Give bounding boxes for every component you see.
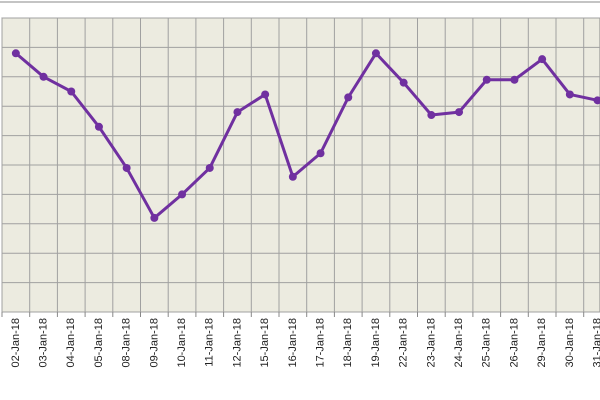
point [510,75,519,84]
x-tick-label: 10-Jan-18 [176,318,188,368]
point [482,75,491,84]
point [11,49,20,58]
x-tick-label: 24-Jan-18 [453,318,465,368]
x-tick-label: 02-Jan-18 [10,318,22,368]
point [178,190,187,199]
point [233,108,242,117]
point [288,172,297,181]
x-tick-label: 31-Jan-18 [591,318,600,368]
x-tick-label: 09-Jan-18 [148,318,160,368]
x-tick-label: 19-Jan-18 [370,318,382,368]
x-tick-label: 18-Jan-18 [342,318,354,368]
point [593,96,600,105]
x-tick-label: 16-Jan-18 [287,318,299,368]
point [39,72,48,81]
point [538,55,547,64]
point [122,163,131,172]
point [67,87,76,96]
point [344,93,353,102]
x-tick-label: 30-Jan-18 [564,318,576,368]
x-tick-label: 12-Jan-18 [231,318,243,368]
x-tick-label: 03-Jan-18 [37,318,49,368]
x-tick-label: 04-Jan-18 [65,318,77,368]
x-tick-label: 08-Jan-18 [121,318,133,368]
x-tick-label: 05-Jan-18 [93,318,105,368]
point [316,149,325,158]
point [371,49,380,58]
point [261,90,270,99]
x-tick-label: 26-Jan-18 [508,318,520,368]
point [205,163,214,172]
x-tick-label: 23-Jan-18 [425,318,437,368]
x-tick-label: 11-Jan-18 [204,318,216,367]
point [455,108,464,117]
grid [1,17,600,313]
point [399,78,408,87]
x-tick-label: 29-Jan-18 [536,318,548,368]
point [427,111,436,120]
x-tick-label: 17-Jan-18 [314,318,326,368]
marks [11,49,600,222]
x-tick-label: 22-Jan-18 [398,318,410,368]
point [565,90,574,99]
x-tick-label: 15-Jan-18 [259,318,271,368]
x-tick-label: 25-Jan-18 [481,318,493,368]
point [150,213,159,222]
point [94,122,103,131]
line [14,51,598,220]
